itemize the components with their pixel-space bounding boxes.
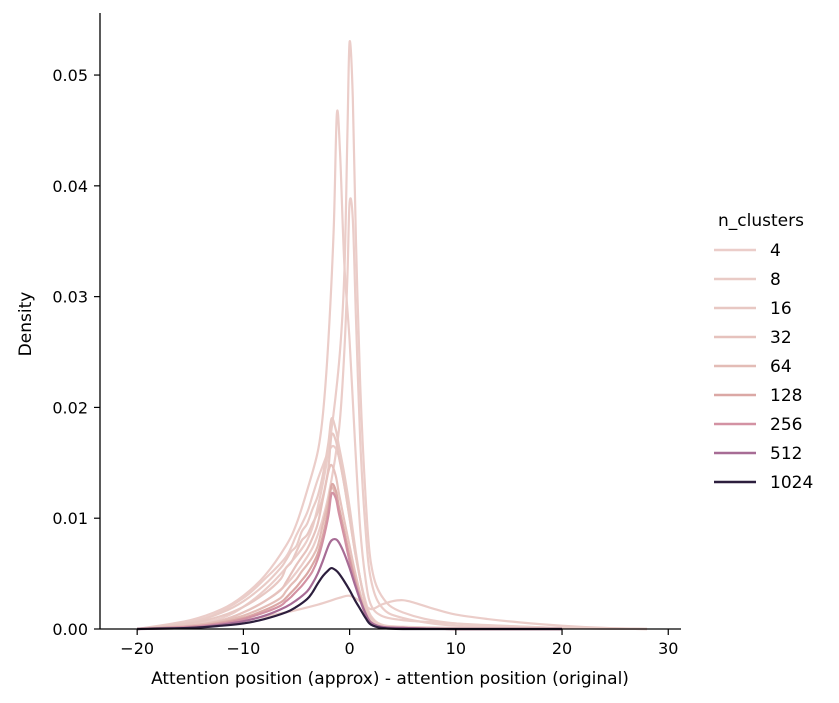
- y-tick-label: 0.02: [52, 398, 88, 417]
- axes: [99, 13, 681, 630]
- x-tick-label: 10: [446, 639, 466, 658]
- legend: n_clusters 4 8 16 32 64 128 256 512 1024: [714, 211, 813, 493]
- x-tick-label: 30: [658, 639, 678, 658]
- series-line-512: [137, 538, 563, 631]
- legend-label-512: 512: [770, 444, 802, 464]
- y-tick-label: 0.01: [52, 509, 88, 528]
- x-tick-label: −20: [120, 639, 154, 658]
- x-ticks: −20 −10 0 10 20 30: [120, 629, 678, 658]
- series-line-32: [137, 463, 563, 631]
- legend-title: n_clusters: [718, 211, 804, 231]
- legend-label-32: 32: [770, 328, 792, 348]
- series-line-extra-peak-a: [136, 109, 648, 631]
- legend-label-8: 8: [770, 270, 781, 290]
- x-axis-label: Attention position (approx) - attention …: [151, 669, 629, 689]
- series-line-16: [137, 432, 563, 631]
- legend-label-4: 4: [770, 241, 781, 261]
- x-tick-label: 0: [345, 639, 355, 658]
- legend-label-128: 128: [770, 386, 802, 406]
- legend-label-16: 16: [770, 299, 792, 319]
- legend-label-64: 64: [770, 357, 792, 377]
- y-tick-label: 0.00: [52, 620, 88, 639]
- y-tick-label: 0.04: [52, 177, 88, 196]
- plot-lines: [136, 40, 648, 631]
- x-tick-label: 20: [552, 639, 572, 658]
- x-tick-label: −10: [227, 639, 261, 658]
- y-tick-label: 0.05: [52, 66, 88, 85]
- legend-label-1024: 1024: [770, 473, 813, 493]
- series-line-extra-peak-b: [137, 40, 648, 631]
- y-ticks: 0.00 0.01 0.02 0.03 0.04 0.05: [52, 66, 100, 639]
- y-axis-label: Density: [16, 292, 36, 357]
- series-line-4: [137, 444, 563, 631]
- series-line-1024: [137, 566, 563, 631]
- series-line-extra-peak-c: [137, 197, 648, 631]
- legend-label-256: 256: [770, 415, 802, 435]
- y-tick-label: 0.03: [52, 288, 88, 307]
